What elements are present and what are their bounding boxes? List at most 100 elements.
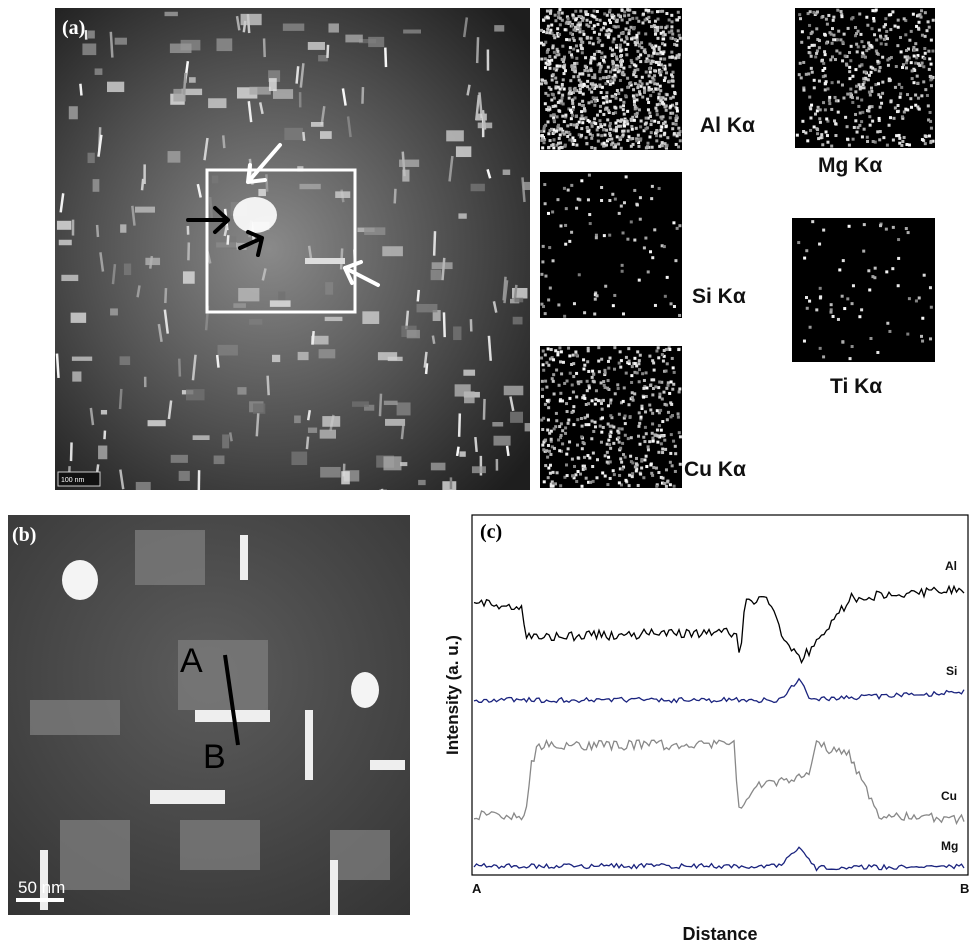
- precipitate: [362, 87, 363, 104]
- pixel: [584, 56, 587, 59]
- precipitate: [88, 30, 95, 38]
- pixel: [671, 55, 674, 58]
- pixel: [582, 358, 585, 361]
- precipitate: [93, 179, 100, 192]
- pixel: [924, 11, 927, 14]
- pixel: [837, 30, 840, 33]
- pixel: [592, 42, 595, 45]
- pixel: [841, 59, 844, 62]
- pixel: [623, 113, 626, 116]
- pixel: [888, 330, 891, 333]
- pixel: [917, 28, 920, 31]
- pixel: [582, 104, 585, 107]
- pixel: [881, 56, 884, 59]
- pixel: [638, 359, 641, 362]
- pixel: [819, 108, 822, 111]
- pixel: [574, 96, 577, 99]
- pixel: [914, 42, 917, 45]
- pixel: [930, 306, 933, 309]
- pixel: [897, 257, 900, 260]
- precipitate: [61, 275, 78, 281]
- pixel: [645, 71, 648, 74]
- pixel: [652, 439, 655, 442]
- pixel: [562, 78, 565, 81]
- pixel: [808, 51, 811, 54]
- pixel: [816, 132, 819, 135]
- pixel: [598, 62, 601, 65]
- pixel: [607, 360, 610, 363]
- pixel: [873, 33, 876, 36]
- map-label: Si Kα: [692, 285, 746, 308]
- pixel: [621, 264, 624, 267]
- pixel: [546, 456, 549, 459]
- pixel: [632, 143, 635, 146]
- pixel: [903, 17, 906, 20]
- pixel: [830, 33, 833, 36]
- pixel: [658, 48, 661, 51]
- pixel: [622, 231, 625, 234]
- precipitate: [458, 213, 466, 218]
- pixel: [648, 135, 651, 138]
- pixel: [609, 122, 612, 125]
- pixel: [576, 444, 579, 447]
- pixel: [622, 101, 625, 104]
- pixel: [600, 91, 603, 94]
- pixel: [620, 88, 623, 91]
- pixel: [568, 87, 571, 90]
- pixel: [889, 28, 892, 31]
- pixel: [565, 402, 568, 405]
- pixel: [677, 29, 680, 32]
- point-label: B: [203, 738, 226, 776]
- pixel: [921, 62, 924, 65]
- pixel: [575, 395, 578, 398]
- pixel: [583, 364, 586, 367]
- pixel: [554, 14, 557, 17]
- precipitate: [425, 352, 427, 368]
- pixel: [871, 275, 874, 278]
- y-axis-label: Intensity (a. u.): [443, 635, 462, 755]
- pixel: [607, 109, 610, 112]
- pixel: [661, 397, 664, 400]
- pixel: [557, 124, 560, 127]
- pixel: [647, 445, 650, 448]
- precipitate: [216, 236, 236, 249]
- precipitate: [383, 456, 401, 470]
- pixel: [625, 175, 628, 178]
- pixel: [632, 399, 635, 402]
- pixel: [609, 414, 612, 417]
- precipitate: [378, 352, 397, 360]
- pixel: [658, 145, 661, 148]
- pixel: [678, 431, 681, 434]
- pixel: [624, 94, 627, 97]
- pixel: [639, 53, 642, 56]
- pixel: [645, 386, 648, 389]
- pixel: [581, 41, 584, 44]
- pixel: [583, 465, 586, 468]
- precipitate: [212, 176, 218, 184]
- pixel: [828, 96, 831, 99]
- pixel: [626, 86, 629, 89]
- pixel: [831, 81, 834, 84]
- pixel: [631, 17, 634, 20]
- pixel: [835, 99, 838, 102]
- pixel: [627, 32, 630, 35]
- pixel: [549, 11, 552, 14]
- pixel: [542, 417, 545, 420]
- precipitate: [312, 331, 313, 345]
- pixel: [928, 26, 931, 29]
- precipitate: [311, 122, 324, 127]
- pixel: [835, 49, 838, 52]
- pixel: [842, 259, 845, 262]
- pixel: [633, 100, 636, 103]
- precipitate: [30, 700, 120, 735]
- pixel: [650, 119, 653, 122]
- pixel: [806, 307, 809, 310]
- pixel: [586, 19, 589, 22]
- pixel: [657, 471, 660, 474]
- pixel: [660, 126, 663, 129]
- precipitate: [230, 432, 231, 441]
- pixel: [664, 33, 667, 36]
- pixel: [860, 40, 863, 43]
- pixel: [633, 103, 636, 106]
- pixel: [633, 189, 636, 192]
